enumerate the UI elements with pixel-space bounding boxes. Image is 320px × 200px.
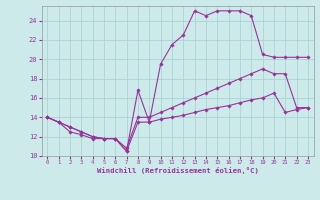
X-axis label: Windchill (Refroidissement éolien,°C): Windchill (Refroidissement éolien,°C) xyxy=(97,167,259,174)
